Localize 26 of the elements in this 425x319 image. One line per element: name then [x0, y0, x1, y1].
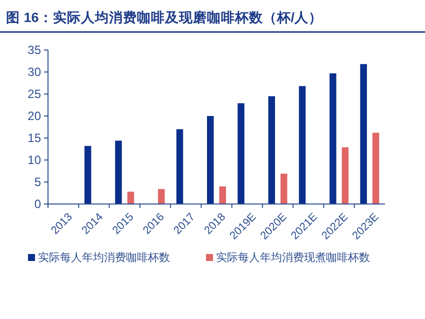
y-tick-label: 30 — [28, 65, 42, 80]
y-tick-label: 0 — [34, 197, 42, 212]
legend-label: 实际每人年均消费咖啡杯数 — [38, 251, 170, 264]
legend-label: 实际每人年均消费现煮咖啡杯数 — [216, 251, 370, 264]
y-tick-label: 5 — [34, 175, 42, 190]
y-tick-label: 10 — [28, 153, 42, 168]
y-tick-label: 25 — [28, 87, 42, 102]
y-tick-label: 15 — [28, 131, 42, 146]
bar — [115, 140, 122, 204]
bar — [176, 129, 184, 204]
bar — [158, 189, 165, 204]
bar — [360, 64, 367, 204]
y-tick-label: 35 — [28, 43, 42, 58]
bar — [280, 174, 288, 204]
bar — [342, 147, 349, 204]
bar — [238, 103, 244, 204]
bar — [268, 96, 276, 204]
bar — [84, 146, 92, 204]
chart-title: 图 16：实际人均消费咖啡及现磨咖啡杯数（杯/人） — [6, 9, 323, 25]
bar — [127, 192, 134, 204]
y-tick-label: 20 — [28, 109, 42, 124]
bar — [207, 116, 214, 204]
bar — [372, 132, 380, 204]
bar — [219, 186, 226, 204]
bar — [330, 73, 336, 204]
bar — [298, 86, 306, 204]
